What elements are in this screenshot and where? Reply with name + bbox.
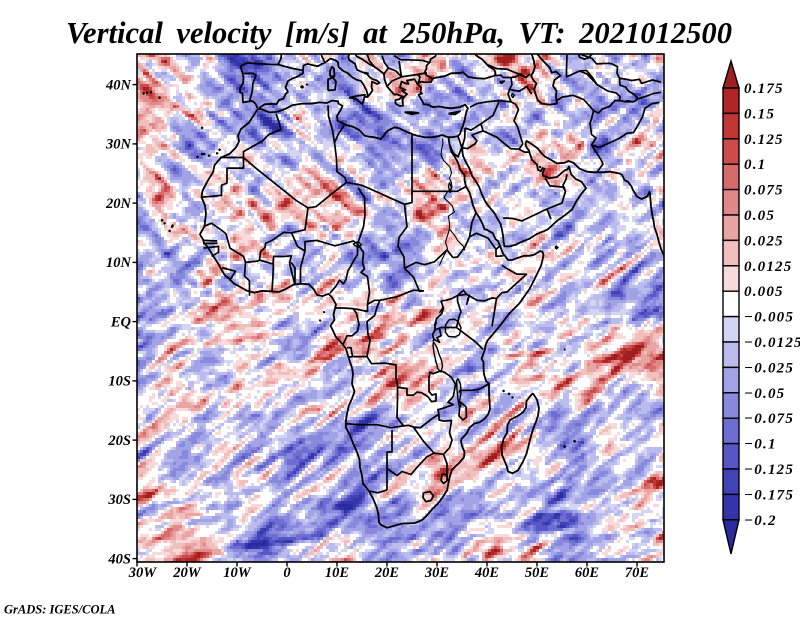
svg-text:−0.125: −0.125 bbox=[744, 462, 794, 478]
svg-text:0.05: 0.05 bbox=[744, 208, 775, 224]
svg-text:−0.175: −0.175 bbox=[744, 487, 794, 503]
svg-text:0.005: 0.005 bbox=[744, 284, 784, 300]
svg-text:0.025: 0.025 bbox=[744, 233, 784, 249]
svg-text:50E: 50E bbox=[525, 565, 550, 581]
svg-text:40N: 40N bbox=[105, 77, 132, 93]
svg-text:0.175: 0.175 bbox=[744, 81, 784, 97]
svg-text:70E: 70E bbox=[625, 565, 650, 581]
svg-text:0.1: 0.1 bbox=[744, 157, 766, 173]
svg-text:−0.005: −0.005 bbox=[744, 310, 794, 326]
svg-text:−0.025: −0.025 bbox=[744, 360, 794, 376]
svg-text:20E: 20E bbox=[374, 565, 400, 581]
svg-text:0.0125: 0.0125 bbox=[744, 259, 792, 275]
svg-text:40S: 40S bbox=[107, 551, 131, 567]
svg-text:30N: 30N bbox=[105, 137, 132, 153]
svg-text:−0.05: −0.05 bbox=[744, 386, 785, 402]
svg-text:−0.0125: −0.0125 bbox=[744, 335, 800, 351]
svg-text:60E: 60E bbox=[575, 565, 600, 581]
svg-text:GrADS: IGES/COLA: GrADS: IGES/COLA bbox=[4, 603, 116, 617]
svg-text:30S: 30S bbox=[107, 492, 131, 508]
svg-text:Vertical velocity [m/s] at 250: Vertical velocity [m/s] at 250hPa, VT: 2… bbox=[66, 15, 732, 50]
svg-text:−0.1: −0.1 bbox=[744, 437, 777, 453]
svg-text:30E: 30E bbox=[424, 565, 450, 581]
svg-text:20W: 20W bbox=[172, 565, 202, 581]
svg-text:10W: 10W bbox=[223, 565, 252, 581]
svg-text:0.075: 0.075 bbox=[744, 183, 784, 199]
svg-text:EQ: EQ bbox=[110, 314, 132, 330]
svg-text:40E: 40E bbox=[474, 565, 500, 581]
svg-text:20S: 20S bbox=[107, 433, 131, 449]
svg-text:10S: 10S bbox=[108, 374, 131, 390]
svg-text:0.125: 0.125 bbox=[744, 132, 784, 148]
svg-text:0.15: 0.15 bbox=[744, 106, 775, 122]
svg-text:10N: 10N bbox=[106, 255, 132, 271]
svg-text:30W: 30W bbox=[128, 565, 158, 581]
svg-text:10E: 10E bbox=[325, 565, 350, 581]
svg-text:−0.2: −0.2 bbox=[744, 513, 777, 529]
svg-text:20N: 20N bbox=[105, 196, 132, 212]
svg-text:−0.075: −0.075 bbox=[744, 411, 794, 427]
svg-text:0: 0 bbox=[283, 565, 290, 581]
